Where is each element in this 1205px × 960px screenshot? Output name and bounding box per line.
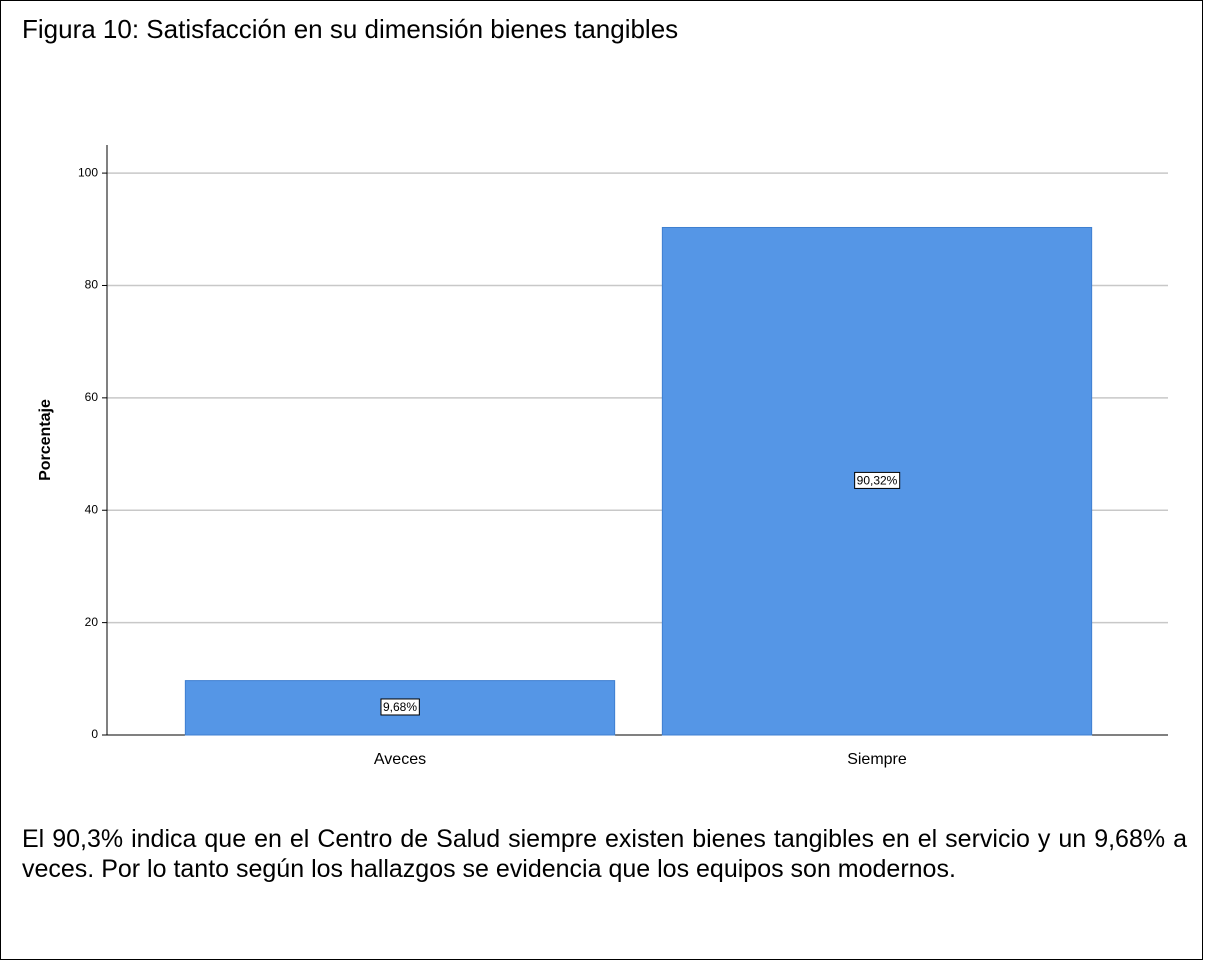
chart-title: Figura 10: Satisfacción en su dimensión … (22, 14, 679, 44)
value-label: 90,32% (857, 473, 898, 487)
value-label: 9,68% (383, 700, 417, 714)
y-tick-label: 20 (85, 615, 99, 629)
y-tick-label: 100 (78, 165, 98, 179)
description: El 90,3% indica que en el Centro de Salu… (22, 825, 1187, 883)
y-tick-label: 0 (91, 727, 98, 741)
y-tick-label: 60 (85, 390, 99, 404)
value-label-box (854, 471, 901, 489)
x-tick-label: Siempre (847, 751, 907, 768)
value-label-box (380, 698, 420, 716)
x-tick-label: Aveces (374, 751, 426, 768)
y-axis-label: Porcentaje (37, 399, 54, 481)
y-tick-label: 40 (85, 502, 99, 516)
y-tick-label: 80 (85, 278, 99, 292)
